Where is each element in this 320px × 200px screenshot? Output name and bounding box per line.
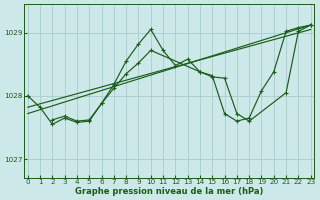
X-axis label: Graphe pression niveau de la mer (hPa): Graphe pression niveau de la mer (hPa) (75, 187, 263, 196)
